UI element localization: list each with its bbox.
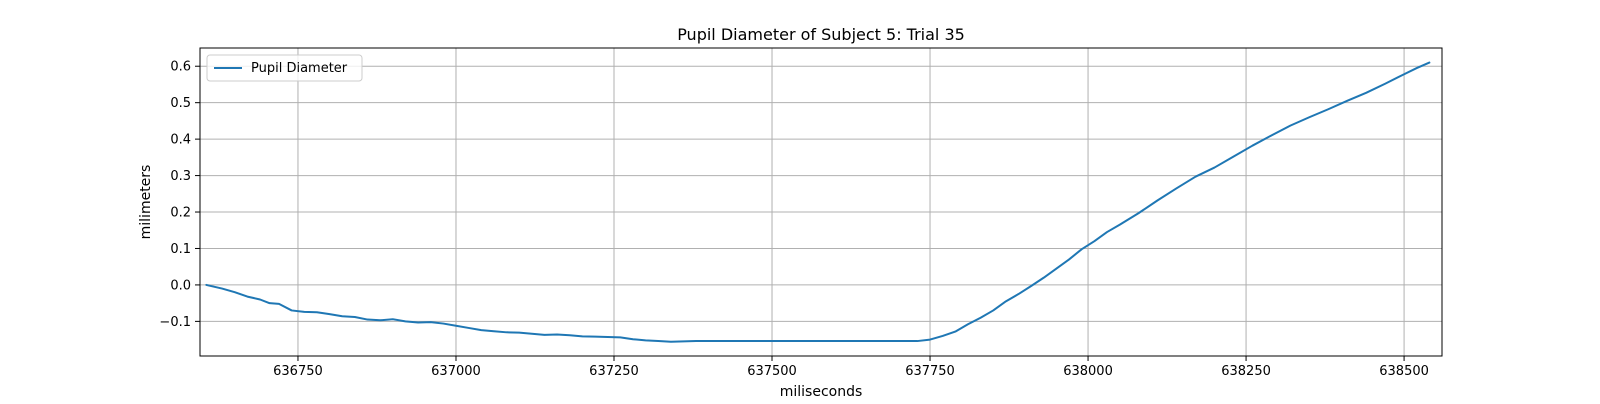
x-tick-label: 638000 bbox=[1063, 364, 1113, 379]
plot-area bbox=[200, 48, 1442, 356]
y-tick-label: 0.3 bbox=[170, 169, 191, 184]
y-tick-label: −0.1 bbox=[159, 315, 191, 330]
series-layer bbox=[205, 61, 1431, 343]
x-tick-label: 638500 bbox=[1379, 364, 1429, 379]
series-line-pupil-diameter bbox=[205, 61, 1431, 343]
legend-box bbox=[206, 54, 363, 82]
x-tick-label: 636750 bbox=[273, 364, 323, 379]
chart-title: Pupil Diameter of Subject 5: Trial 35 bbox=[677, 25, 965, 44]
y-tick-label: 0.0 bbox=[170, 278, 191, 293]
x-tick-label: 637500 bbox=[747, 364, 797, 379]
x-tick-label: 637750 bbox=[905, 364, 955, 379]
axis-ticks: 636750 637000 637250 637500 637750 638000 6382… bbox=[159, 60, 1428, 379]
y-tick-label: 0.4 bbox=[170, 133, 191, 148]
x-tick-label: 637000 bbox=[431, 364, 481, 379]
y-tick-label: 0.6 bbox=[170, 60, 191, 75]
y-tick-label: 0.2 bbox=[170, 206, 191, 221]
y-tick-label: 0.1 bbox=[170, 242, 191, 257]
legend: Pupil Diameter bbox=[206, 54, 363, 82]
x-tick-label: 637250 bbox=[589, 364, 639, 379]
legend-label: Pupil Diameter bbox=[251, 61, 348, 76]
y-tick-label: 0.5 bbox=[170, 96, 191, 111]
plot-frame bbox=[199, 47, 1443, 357]
x-tick-label: 638250 bbox=[1221, 364, 1271, 379]
x-axis-label: miliseconds bbox=[780, 384, 863, 400]
y-axis-label: milimeters bbox=[138, 165, 154, 240]
grid bbox=[200, 48, 1442, 356]
